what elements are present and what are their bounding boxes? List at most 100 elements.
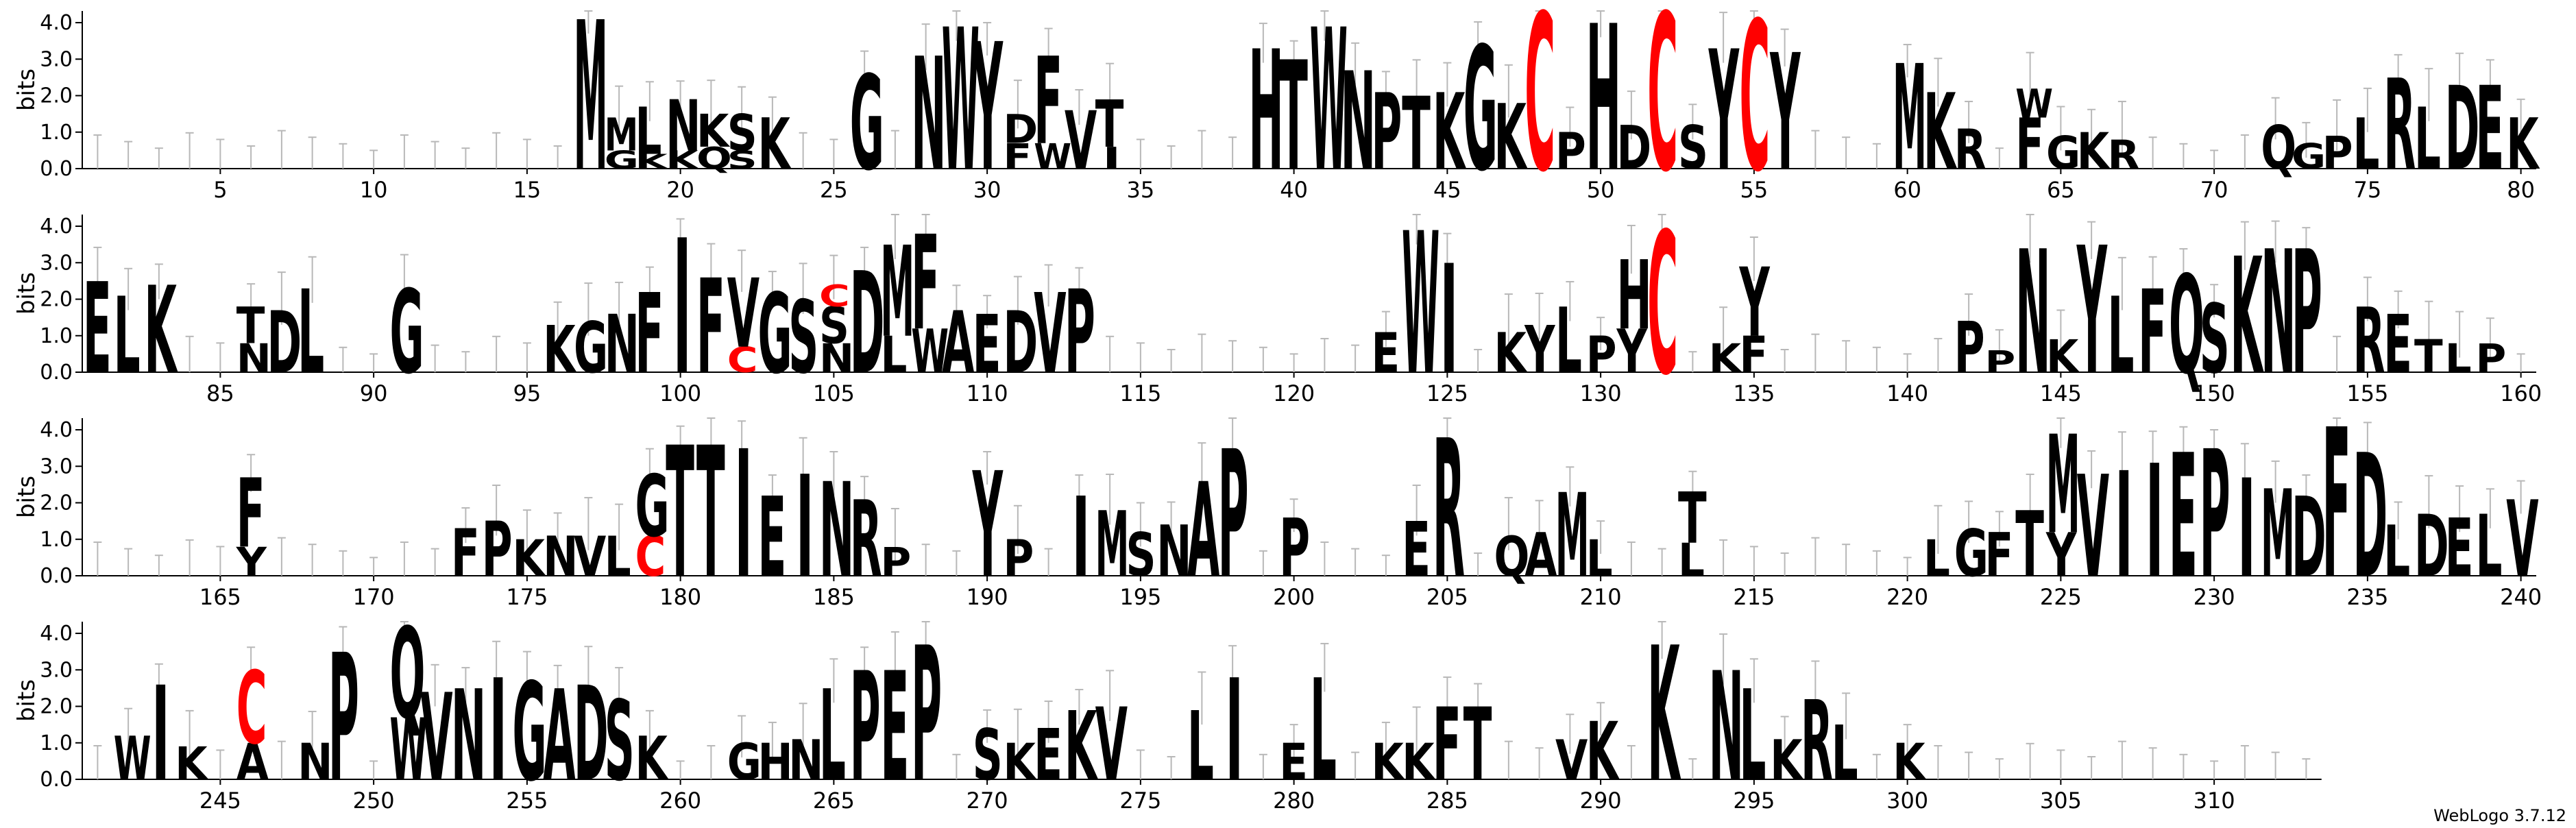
logo-letter: M (1555, 470, 1589, 603)
logo-letter: V (1095, 687, 1128, 804)
logo-letter: G (2292, 137, 2326, 178)
logo-letter: F (911, 208, 940, 360)
logo-letter: V (727, 260, 760, 369)
logo-letter: P (1985, 345, 2016, 380)
logo-letter: K (1004, 733, 1038, 792)
logo-letter: E (2169, 417, 2198, 616)
logo-letter: K (1433, 72, 1466, 193)
logo-letter: H (758, 733, 793, 792)
logo-letter: R (1954, 118, 1986, 182)
logo-letter: M (2046, 407, 2080, 564)
logo-letter: L (819, 664, 846, 809)
logo-letter: G (2046, 127, 2080, 180)
x-tick-label: 305 (2040, 788, 2082, 814)
logo-letter: F (236, 460, 265, 570)
logo-letter: N (543, 525, 578, 589)
logo-letter: G (513, 655, 547, 812)
x-tick-label: 295 (1733, 788, 1775, 814)
x-tick-label: 140 (1886, 380, 1928, 406)
logo-letter: P (482, 507, 513, 594)
x-tick-label: 185 (813, 584, 855, 610)
logo-letter: L (2414, 90, 2441, 190)
logo-letter: E (83, 257, 112, 402)
logo-letter: M (1893, 35, 1926, 204)
x-tick-label: 285 (1426, 788, 1468, 814)
logo-letter: K (1770, 729, 1804, 792)
x-tick-label: 280 (1273, 788, 1315, 814)
x-tick-label: 260 (659, 788, 701, 814)
logo-letter: N (236, 336, 271, 382)
logo-letter: Q (696, 141, 732, 176)
logo-letter: S (1126, 520, 1156, 590)
x-tick-label: 240 (2500, 584, 2542, 610)
x-tick-label: 310 (2194, 788, 2235, 814)
logo-letter: W (2015, 81, 2053, 127)
x-tick-label: 105 (813, 380, 855, 406)
logo-letter: Y (2045, 520, 2077, 590)
logo-letter: L (1832, 710, 1858, 797)
logo-letter: K (635, 151, 670, 174)
logo-letter: L (2476, 498, 2503, 597)
logo-letter: P (850, 640, 881, 815)
logo-letter: Q (1494, 525, 1530, 589)
y-axis-label: bits (13, 272, 40, 315)
logo-letter: V (420, 668, 452, 807)
logo-letter: E (1372, 321, 1400, 385)
logo-letter: S (819, 297, 849, 355)
logo-letter: N (788, 729, 823, 792)
logo-letter: N (297, 733, 332, 792)
x-tick-label: 35 (1127, 177, 1155, 203)
y-tick-label: 2.0 (40, 491, 73, 515)
logo-letter: I (1440, 234, 1459, 408)
logo-letter: A (1524, 520, 1557, 590)
logo-letter: K (175, 738, 209, 790)
logo-letter: D (850, 242, 885, 405)
logo-letter: G (1954, 515, 1989, 592)
logo-letter: S (605, 677, 635, 806)
logo-letter: R (1801, 677, 1833, 806)
logo-letter: T (2015, 493, 2044, 598)
y-tick-label: 1.0 (40, 731, 73, 755)
logo-letter: I (673, 201, 692, 416)
x-tick-label: 75 (2354, 177, 2382, 203)
logo-letter: K (2046, 330, 2080, 383)
logo-letter: I (1102, 141, 1121, 175)
y-tick-label: 2.0 (40, 84, 73, 108)
logo-letter: Y (1616, 317, 1648, 387)
logo-letter: K (1494, 86, 1529, 191)
logo-letter: K (1065, 692, 1099, 802)
logo-letter: I (151, 659, 170, 810)
x-tick-label: 150 (2194, 380, 2235, 406)
logo-letter: P (2322, 127, 2353, 180)
x-tick-label: 210 (1580, 584, 1622, 610)
logo-letter: E (758, 474, 787, 602)
x-tick-label: 265 (813, 788, 855, 814)
logo-letter: L (605, 525, 631, 589)
x-tick-label: 200 (1273, 584, 1315, 610)
logo-row-3: 0.0 1.0 2.0 3.0 4.0 bits 165 170 175 180 185 190 195… (13, 386, 2542, 624)
logo-row-4: 0.0 1.0 2.0 3.0 4.0 bits 245 250 255 260 265 270 275… (13, 602, 2322, 824)
logo-letter: Y (2076, 210, 2108, 413)
x-tick-label: 250 (353, 788, 395, 814)
logo-letter: I (2237, 451, 2256, 608)
logo-letter: I (489, 650, 507, 814)
logo-letter: P (328, 617, 359, 820)
logo-letter: W (1034, 136, 1071, 177)
logo-letter: G (727, 733, 762, 792)
logo-letter: Q (390, 602, 426, 748)
x-tick-label: 160 (2500, 380, 2542, 406)
logo-letter: G (850, 49, 884, 200)
logo-letter: F (2138, 266, 2167, 400)
logo-letter: N (666, 86, 701, 167)
logo-letter: F (2322, 386, 2351, 624)
y-tick-label: 2.0 (40, 288, 73, 312)
logo-letter: F (1985, 520, 2014, 590)
x-tick-label: 170 (353, 584, 395, 610)
logo-letter: M (881, 220, 914, 366)
logo-letter: L (2353, 103, 2380, 185)
x-tick-label: 180 (659, 584, 701, 610)
y-tick-label: 4.0 (40, 215, 73, 239)
logo-letter: W (114, 724, 151, 794)
x-tick-label: 245 (199, 788, 241, 814)
logo-letter: K (1923, 72, 1957, 193)
